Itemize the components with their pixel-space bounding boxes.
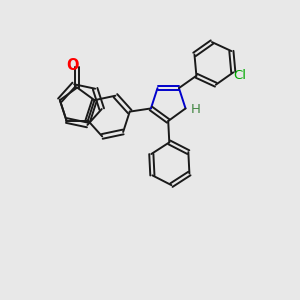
Text: O: O [67,58,79,73]
Text: H: H [191,103,201,116]
Text: Cl: Cl [234,69,247,82]
